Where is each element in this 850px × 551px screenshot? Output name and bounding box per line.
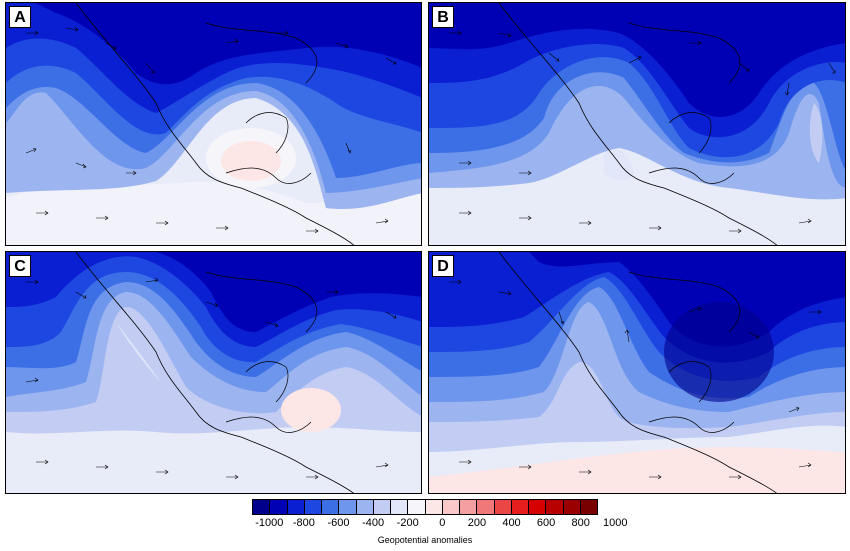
panel-label-d: D: [432, 255, 454, 277]
colorbar-swatch: [270, 500, 288, 514]
colorbar-swatch: [529, 500, 547, 514]
colorbar-swatch: [408, 500, 426, 514]
map-panel-b: B: [428, 2, 846, 246]
colorbar-tick-label: -400: [362, 517, 385, 529]
colorbar-tick-label: 1000: [603, 517, 628, 529]
map-panel-d: D: [428, 251, 846, 494]
colorbar: [252, 499, 598, 515]
colorbar-tick-label: 600: [536, 517, 556, 529]
colorbar-swatch: [425, 500, 443, 514]
colorbar-swatch: [373, 500, 391, 514]
map-b-canvas: [429, 3, 845, 245]
colorbar-swatch: [477, 500, 495, 514]
colorbar-swatch: [460, 500, 478, 514]
colorbar-tick-label: 200: [467, 517, 487, 529]
map-panel-a: A: [5, 2, 422, 246]
colorbar-swatch: [339, 500, 357, 514]
map-d-canvas: [429, 252, 845, 493]
colorbar-tick-label: -1000: [255, 517, 284, 529]
colorbar-ticks: -1000 -800 -600 -400 -200 0 200 400 600 800 1000: [252, 517, 627, 533]
panel-label-b: B: [432, 6, 454, 28]
map-panel-c: C: [5, 251, 422, 494]
colorbar-swatch: [304, 500, 322, 514]
colorbar-swatch: [494, 500, 512, 514]
colorbar-swatch: [563, 500, 581, 514]
colorbar-swatch: [391, 500, 409, 514]
panel-label-c: C: [9, 255, 31, 277]
colorbar-swatch: [442, 500, 460, 514]
colorbar-swatch: [287, 500, 305, 514]
colorbar-tick-label: 400: [502, 517, 521, 529]
colorbar-tick-label: -200: [396, 517, 419, 529]
colorbar-tick-label: 0: [439, 517, 446, 529]
colorbar-swatch: [580, 500, 597, 514]
colorbar-swatch: [356, 500, 374, 514]
colorbar-swatch: [253, 500, 271, 514]
colorbar-swatch: [546, 500, 564, 514]
colorbar-tick-label: -600: [327, 517, 350, 529]
colorbar-tick-label: 800: [571, 517, 590, 529]
colorbar-title: Geopotential anomalies: [377, 535, 473, 545]
panel-label-a: A: [9, 6, 31, 28]
colorbar-swatch: [511, 500, 529, 514]
map-c-canvas: [6, 252, 421, 493]
map-a-canvas: [6, 3, 421, 245]
colorbar-tick-label: -800: [292, 517, 315, 529]
colorbar-swatch: [322, 500, 340, 514]
